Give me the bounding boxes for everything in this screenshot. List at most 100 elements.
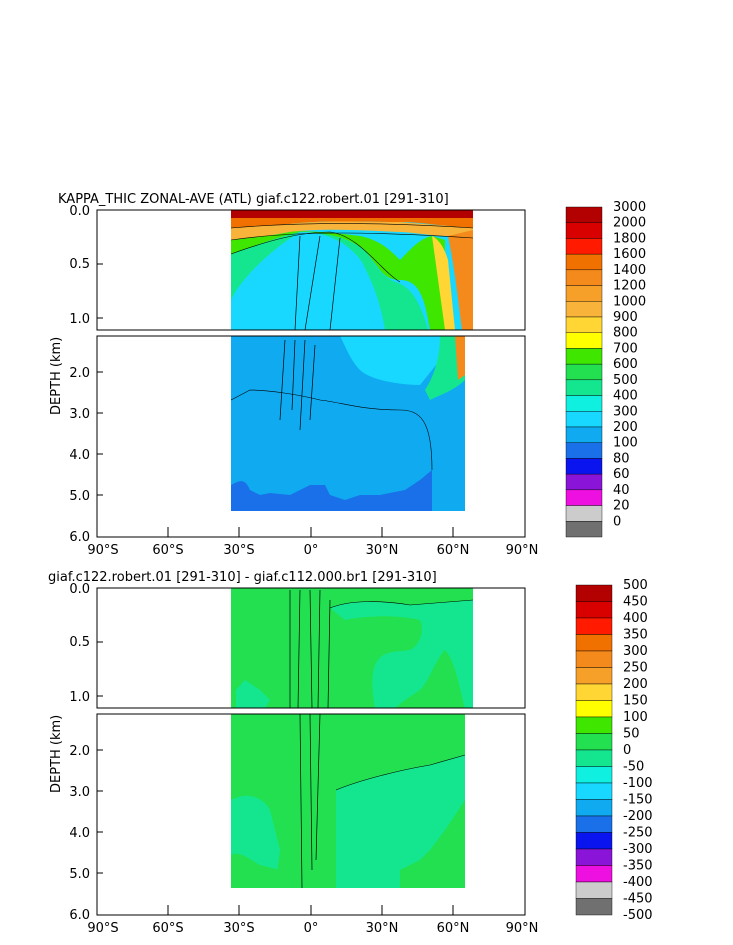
panel-2-xtick: 90°S bbox=[87, 921, 118, 936]
colorbar-label: 1000 bbox=[613, 294, 646, 309]
colorbar-swatch bbox=[565, 473, 603, 491]
colorbar-swatch bbox=[565, 253, 603, 271]
colorbar-swatch bbox=[575, 716, 613, 734]
panel-2-x-ticks: 90°S 60°S 30°S 0° 30°N 60°N 90°N bbox=[87, 921, 538, 936]
colorbar-swatch bbox=[575, 650, 613, 668]
colorbar-label: 20 bbox=[613, 499, 630, 514]
colorbar-swatch bbox=[575, 683, 613, 701]
colorbar-label: 0 bbox=[613, 514, 621, 529]
panel-2-lower-field bbox=[231, 713, 466, 889]
panel-2-ylabel: DEPTH (km) bbox=[49, 715, 64, 793]
colorbar-swatch bbox=[575, 667, 613, 685]
colorbar-label: 450 bbox=[623, 595, 648, 610]
colorbar-swatch bbox=[565, 332, 603, 349]
colorbar-swatch bbox=[565, 285, 603, 302]
panel-2-ytick: 2.0 bbox=[69, 744, 90, 759]
panel-2-xtick: 30°N bbox=[366, 921, 399, 936]
panel-1-ytick: 4.0 bbox=[69, 448, 90, 463]
colorbar-swatch bbox=[575, 617, 613, 635]
colorbar-swatch bbox=[575, 584, 613, 602]
colorbar-swatch bbox=[575, 601, 613, 619]
panel-2-ytick: 3.0 bbox=[69, 785, 90, 800]
colorbar-label: 80 bbox=[613, 451, 630, 466]
colorbar-swatch bbox=[565, 521, 603, 538]
panel-2-upper-frame bbox=[96, 587, 526, 709]
colorbar-label: 900 bbox=[613, 310, 638, 325]
colorbar-label: 0 bbox=[623, 743, 631, 758]
colorbar-label: 250 bbox=[623, 661, 648, 676]
colorbar-swatch bbox=[575, 733, 613, 751]
colorbar-label: -300 bbox=[623, 842, 653, 857]
colorbar-swatch bbox=[565, 426, 603, 443]
colorbar-swatch bbox=[565, 269, 603, 286]
colorbar-label: 400 bbox=[613, 389, 638, 404]
panel-1-lower-field bbox=[230, 336, 465, 511]
panel-2-ytick: 4.0 bbox=[69, 826, 90, 841]
panel-1-ytick: 2.0 bbox=[69, 366, 90, 381]
panel-1-colorbar: 3000200018001600140012001000900800700600… bbox=[565, 200, 646, 538]
panel-2-ytick: 6.0 bbox=[69, 908, 90, 923]
colorbar-swatch bbox=[575, 898, 613, 916]
panel-1-xtick: 30°S bbox=[223, 543, 254, 558]
panel-1-upper-frame bbox=[96, 209, 526, 331]
colorbar-label: -350 bbox=[623, 859, 653, 874]
colorbar-label: -500 bbox=[623, 908, 653, 923]
colorbar-swatch bbox=[565, 411, 603, 428]
colorbar-label: -250 bbox=[623, 826, 653, 841]
colorbar-label: 60 bbox=[613, 467, 630, 482]
colorbar-label: 40 bbox=[613, 483, 630, 498]
panel-2-xtick: 0° bbox=[304, 921, 319, 936]
colorbar-label: 500 bbox=[613, 373, 638, 388]
colorbar-label: -100 bbox=[623, 776, 653, 791]
panel-1-upper-field bbox=[230, 210, 474, 331]
colorbar-swatch bbox=[575, 799, 613, 817]
panel-1-ytick: 6.0 bbox=[69, 530, 90, 545]
panel-1-xtick: 90°S bbox=[87, 543, 118, 558]
colorbar-label: 3000 bbox=[613, 200, 646, 215]
colorbar-label: 700 bbox=[613, 341, 638, 356]
colorbar-swatch bbox=[575, 782, 613, 800]
colorbar-label: 200 bbox=[623, 677, 648, 692]
colorbar-label: 350 bbox=[623, 628, 648, 643]
colorbar-swatch bbox=[565, 442, 603, 459]
colorbar-label: 500 bbox=[623, 578, 648, 593]
panel-1-y-ticks: 0.0 0.5 1.0 2.0 3.0 4.0 5.0 6.0 bbox=[69, 204, 90, 545]
colorbar-label: -450 bbox=[623, 892, 653, 907]
colorbar-label: 100 bbox=[623, 710, 648, 725]
panel-1-xtick: 60°S bbox=[152, 543, 183, 558]
colorbar-label: 150 bbox=[623, 694, 648, 709]
panel-1-ytick: 3.0 bbox=[69, 407, 90, 422]
colorbar-swatch bbox=[575, 766, 613, 784]
panel-2-upper-field bbox=[231, 588, 474, 709]
colorbar-swatch bbox=[575, 700, 613, 718]
colorbar-label: 50 bbox=[623, 727, 640, 742]
panel-1-ylabel: DEPTH (km) bbox=[49, 337, 64, 415]
colorbar-label: -50 bbox=[623, 760, 644, 775]
colorbar-label: 800 bbox=[613, 326, 638, 341]
panel-2-xtick: 60°N bbox=[437, 921, 470, 936]
colorbar-label: -150 bbox=[623, 793, 653, 808]
panel-2-xtick: 60°S bbox=[152, 921, 183, 936]
colorbar-label: 300 bbox=[623, 644, 648, 659]
colorbar-label: 2000 bbox=[613, 216, 646, 231]
colorbar-swatch bbox=[565, 458, 603, 475]
colorbar-label: -200 bbox=[623, 809, 653, 824]
colorbar-label: 1200 bbox=[613, 279, 646, 294]
panel-2-y-ticks: 0.0 0.5 1.0 2.0 3.0 4.0 5.0 6.0 bbox=[69, 582, 90, 923]
panel-2-ytick: 5.0 bbox=[69, 867, 90, 882]
panel-1-ytick: 1.0 bbox=[69, 312, 90, 327]
colorbar-swatch bbox=[565, 301, 603, 318]
panel-1-xtick: 30°N bbox=[366, 543, 399, 558]
panel-2: giaf.c122.robert.01 [291-310] - giaf.c11… bbox=[48, 570, 653, 936]
colorbar-swatch bbox=[575, 865, 613, 883]
colorbar-swatch bbox=[565, 363, 603, 381]
colorbar-label: 200 bbox=[613, 420, 638, 435]
colorbar-label: 300 bbox=[613, 404, 638, 419]
colorbar-swatch bbox=[565, 379, 603, 396]
panel-2-title: giaf.c122.robert.01 [291-310] - giaf.c11… bbox=[48, 570, 437, 585]
colorbar-swatch bbox=[575, 848, 613, 866]
panel-1-ytick: 5.0 bbox=[69, 489, 90, 504]
panel-2-ytick: 1.0 bbox=[69, 690, 90, 705]
colorbar-label: 1400 bbox=[613, 263, 646, 278]
